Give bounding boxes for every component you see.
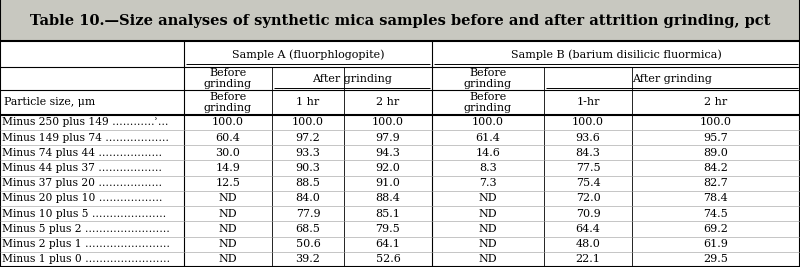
Text: Sample B (barium disilicic fluormica): Sample B (barium disilicic fluormica) <box>510 49 722 60</box>
Text: ND: ND <box>218 239 238 249</box>
Text: 75.4: 75.4 <box>576 178 600 188</box>
Text: 100.0: 100.0 <box>700 117 732 127</box>
Bar <box>0 0 800 41</box>
Text: ND: ND <box>218 209 238 219</box>
Text: 85.1: 85.1 <box>375 209 401 219</box>
Text: 82.7: 82.7 <box>704 178 728 188</box>
Text: 7.3: 7.3 <box>479 178 497 188</box>
Text: 64.1: 64.1 <box>375 239 401 249</box>
Text: ND: ND <box>218 224 238 234</box>
Text: 69.2: 69.2 <box>703 224 729 234</box>
Text: Table 10.—Size analyses of synthetic mica samples before and after attrition gri: Table 10.—Size analyses of synthetic mic… <box>30 14 770 28</box>
Text: 1‑hr: 1‑hr <box>576 97 600 107</box>
Text: 97.9: 97.9 <box>376 132 400 143</box>
Text: 77.9: 77.9 <box>296 209 320 219</box>
Text: 22.1: 22.1 <box>575 254 601 264</box>
Text: 48.0: 48.0 <box>575 239 601 249</box>
Text: 72.0: 72.0 <box>576 194 600 203</box>
Text: 64.4: 64.4 <box>575 224 601 234</box>
Text: 61.4: 61.4 <box>475 132 501 143</box>
Text: After grinding: After grinding <box>632 74 712 84</box>
Text: ND: ND <box>478 194 498 203</box>
Text: ND: ND <box>478 224 498 234</box>
Bar <box>0 41 800 267</box>
Text: 88.4: 88.4 <box>375 194 401 203</box>
Text: 14.6: 14.6 <box>475 148 501 158</box>
Text: Minus 5 plus 2 ……………………: Minus 5 plus 2 …………………… <box>2 224 170 234</box>
Text: 77.5: 77.5 <box>576 163 600 173</box>
Text: 84.3: 84.3 <box>575 148 601 158</box>
Text: 78.4: 78.4 <box>704 194 728 203</box>
Text: 2 hr: 2 hr <box>376 97 400 107</box>
Text: Minus 149 plus 74 ………………: Minus 149 plus 74 ……………… <box>2 132 169 143</box>
Text: 100.0: 100.0 <box>212 117 244 127</box>
Text: Minus 10 plus 5 …………………: Minus 10 plus 5 ………………… <box>2 209 166 219</box>
Text: 89.0: 89.0 <box>703 148 729 158</box>
Text: ND: ND <box>218 254 238 264</box>
Text: 2 hr: 2 hr <box>704 97 728 107</box>
Text: 92.0: 92.0 <box>375 163 401 173</box>
Text: 70.9: 70.9 <box>576 209 600 219</box>
Text: ND: ND <box>478 239 498 249</box>
Text: Minus 1 plus 0 ……………………: Minus 1 plus 0 …………………… <box>2 254 170 264</box>
Text: 29.5: 29.5 <box>703 254 729 264</box>
Text: Minus 74 plus 44 ………………: Minus 74 plus 44 ……………… <box>2 148 162 158</box>
Text: 100.0: 100.0 <box>292 117 324 127</box>
Text: After grinding: After grinding <box>312 74 392 84</box>
Text: 100.0: 100.0 <box>472 117 504 127</box>
Text: 68.5: 68.5 <box>295 224 321 234</box>
Text: 39.2: 39.2 <box>295 254 321 264</box>
Text: 30.0: 30.0 <box>215 148 241 158</box>
Text: Before
grinding: Before grinding <box>204 68 252 89</box>
Text: ND: ND <box>218 194 238 203</box>
Text: ND: ND <box>478 254 498 264</box>
Text: 88.5: 88.5 <box>295 178 321 188</box>
Text: 1 hr: 1 hr <box>296 97 320 107</box>
Text: Particle size, μm: Particle size, μm <box>4 97 95 107</box>
Text: 12.5: 12.5 <box>215 178 241 188</box>
Text: 74.5: 74.5 <box>704 209 728 219</box>
Text: Before
grinding: Before grinding <box>204 92 252 113</box>
Text: Minus 250 plus 149 …………ʾ…: Minus 250 plus 149 …………ʾ… <box>2 117 168 127</box>
Text: 61.9: 61.9 <box>703 239 729 249</box>
Text: Before
grinding: Before grinding <box>464 92 512 113</box>
Text: ND: ND <box>478 209 498 219</box>
Text: 91.0: 91.0 <box>375 178 401 188</box>
Text: Minus 44 plus 37 ………………: Minus 44 plus 37 ……………… <box>2 163 162 173</box>
Text: Minus 20 plus 10 ………………: Minus 20 plus 10 ……………… <box>2 194 162 203</box>
Text: 79.5: 79.5 <box>376 224 400 234</box>
Text: 90.3: 90.3 <box>295 163 321 173</box>
Text: 94.3: 94.3 <box>375 148 401 158</box>
Text: Minus 2 plus 1 ……………………: Minus 2 plus 1 …………………… <box>2 239 170 249</box>
Text: 100.0: 100.0 <box>572 117 604 127</box>
Text: 100.0: 100.0 <box>372 117 404 127</box>
Text: 50.6: 50.6 <box>295 239 321 249</box>
Text: 52.6: 52.6 <box>375 254 401 264</box>
Text: 95.7: 95.7 <box>704 132 728 143</box>
Text: 14.9: 14.9 <box>215 163 241 173</box>
Text: 8.3: 8.3 <box>479 163 497 173</box>
Text: 93.6: 93.6 <box>575 132 601 143</box>
Text: 84.2: 84.2 <box>703 163 729 173</box>
Text: Before
grinding: Before grinding <box>464 68 512 89</box>
Text: 60.4: 60.4 <box>215 132 241 143</box>
Text: Minus 37 plus 20 ………………: Minus 37 plus 20 ……………… <box>2 178 162 188</box>
Text: 93.3: 93.3 <box>295 148 321 158</box>
Text: 84.0: 84.0 <box>295 194 321 203</box>
Text: Sample A (fluorphlogopite): Sample A (fluorphlogopite) <box>232 49 384 60</box>
Text: 97.2: 97.2 <box>296 132 320 143</box>
